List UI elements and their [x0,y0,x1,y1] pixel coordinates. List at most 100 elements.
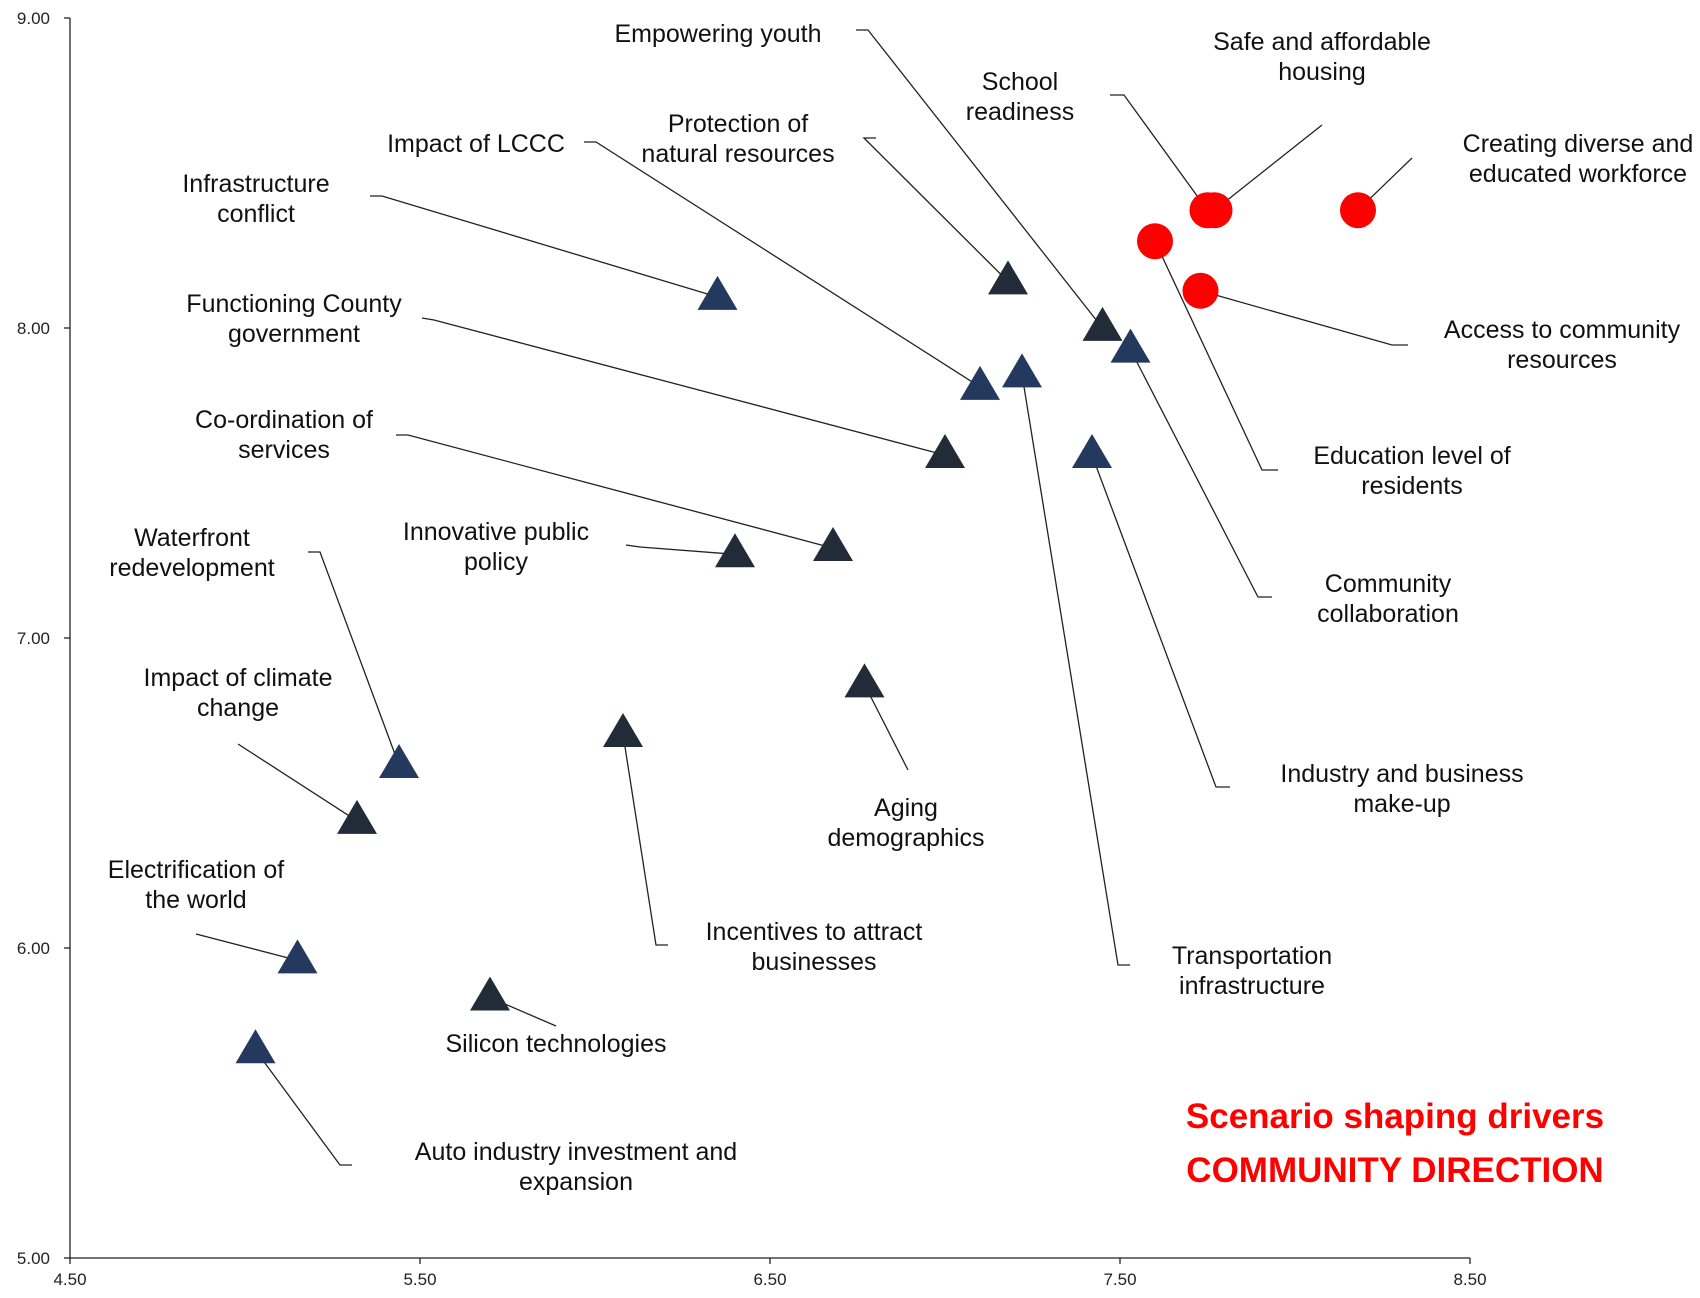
point-label: Empowering youth [614,20,821,48]
point-label-line: expansion [519,1168,633,1196]
data-point-triangle [1082,306,1123,341]
leader-line [625,544,736,555]
leader-line [1154,240,1278,471]
leader-line [195,933,298,962]
data-point-triangle [988,260,1028,295]
data-point-circle [1182,272,1219,309]
x-tick-label: 6.50 [753,1270,786,1289]
x-tick-label: 8.50 [1453,1270,1486,1289]
point-label-line: demographics [827,824,984,852]
point-label: Functioning County government [186,290,402,348]
data-point-triangle [925,434,965,469]
point-label: Auto industry investment and expansion [415,1138,737,1196]
point-label-line: infrastructure [1179,972,1325,1000]
point-label-line: natural resources [641,140,834,168]
point-label-line: collaboration [1317,600,1459,628]
data-point-triangle [715,533,755,568]
point-label: Incentives to attract businesses [706,918,923,976]
data-point-triangle [337,799,377,834]
point-label-line: School [982,68,1058,96]
point-label-line: Electrification of [108,856,285,884]
leader-line [1200,290,1408,346]
ticks: 4.50 5.50 6.50 7.50 8.50 5.00 6.00 7.00 8.00 9.00 [17,9,1487,1289]
leader-line [421,317,946,456]
x-tick-label: 7.50 [1103,1270,1136,1289]
leader-line [308,551,400,766]
point-label: School readiness [966,68,1074,126]
point-label-line: make-up [1353,790,1450,818]
x-tick-label: 5.50 [403,1270,436,1289]
y-tick-label: 6.00 [17,939,50,958]
point-label-line: Infrastructure [182,170,329,198]
leader-line [863,684,909,771]
title-line-2: COMMUNITY DIRECTION [1186,1151,1603,1190]
y-tick-label: 9.00 [17,9,50,28]
point-label-line: Silicon technologies [446,1030,667,1058]
point-label-line: Impact of climate [144,664,333,692]
point-label-line: educated workforce [1469,160,1687,188]
data-point-triangle [277,939,318,974]
point-label-line: Safe and affordable [1213,28,1431,56]
point-label: Silicon technologies [446,1030,667,1058]
leader-line [856,29,1104,329]
data-point-triangle [235,1029,276,1064]
point-label-line: government [228,320,360,348]
point-label: Industry and business make-up [1280,760,1523,818]
data-point-triangle [1002,353,1042,388]
leader-line [622,733,668,946]
point-label-line: Waterfront [134,524,250,552]
point-label-line: Industry and business [1280,760,1523,788]
point-label: Waterfront redevelopment [109,524,274,582]
point-label-line: Auto industry investment and [415,1138,737,1166]
leader-line [1110,94,1209,211]
data-point-triangle [379,744,419,779]
point-label: Safe and affordable housing [1213,28,1431,86]
point-label-line: readiness [966,98,1074,126]
data-point-triangle [1072,434,1112,469]
leader-line [1129,349,1272,598]
leader-line [237,743,358,822]
y-tick-label: 8.00 [17,319,50,338]
point-label-line: Incentives to attract [706,918,923,946]
point-label-line: Co-ordination of [195,406,373,434]
point-label-line: services [238,436,330,464]
point-label: Transportation infrastructure [1172,942,1332,1000]
point-label: Access to community resources [1444,316,1681,374]
point-label: Aging demographics [827,794,984,852]
point-label-line: change [197,694,279,722]
leader-line [862,137,1009,282]
point-label: Creating diverse and educated workforce [1463,130,1694,188]
leader-line [584,141,981,388]
data-points [235,192,1376,1064]
leader-line [254,1049,352,1166]
point-label-line: the world [145,886,246,914]
point-label: Co-ordination of services [195,406,373,464]
title-line-1: Scenario shaping drivers [1186,1097,1604,1136]
point-label-line: Innovative public [403,518,589,546]
point-label-line: resources [1507,346,1617,374]
data-point-circle [1189,192,1226,229]
point-label-line: residents [1361,472,1462,500]
point-label: Education level of residents [1313,442,1510,500]
leader-line [370,195,718,298]
point-label-line: Transportation [1172,942,1332,970]
data-point-circle [1340,192,1376,229]
data-point-triangle [470,976,510,1011]
data-point-triangle [1110,328,1151,363]
point-label-line: Creating diverse and [1463,130,1694,158]
leader-line [1091,454,1230,788]
y-tick-label: 7.00 [17,629,50,648]
data-point-triangle [844,663,885,698]
data-point-triangle [697,275,738,310]
point-label-line: redevelopment [109,554,274,582]
data-point-circle [1137,223,1173,260]
point-label: Community collaboration [1317,570,1459,628]
y-tick-label: 5.00 [17,1249,50,1268]
point-label: Impact of LCCC [387,130,565,158]
point-label-line: Education level of [1313,442,1510,470]
point-label-line: Protection of [668,110,808,138]
point-label-line: Aging [874,794,938,822]
point-label-line: policy [464,548,528,576]
point-label-line: conflict [217,200,295,228]
